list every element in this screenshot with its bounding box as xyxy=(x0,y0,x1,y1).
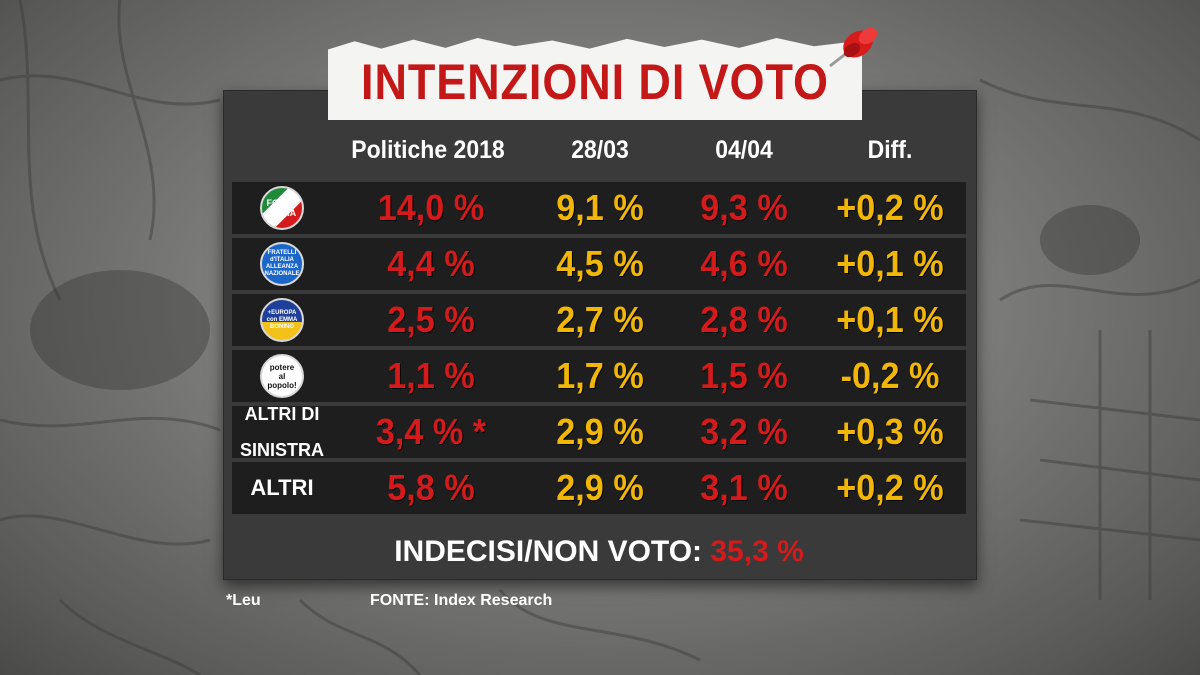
table-cell-value: 4,5 % xyxy=(556,243,644,284)
logo-text: ITALIA xyxy=(267,208,297,218)
party-label-line: ALTRI xyxy=(250,475,314,500)
table-cell-value: 1,5 % xyxy=(700,355,788,396)
table-cell-value: -0,2 % xyxy=(840,355,940,396)
table-cell-value: 2,9 % xyxy=(556,467,644,508)
push-pin-icon xyxy=(829,27,878,68)
table-row xyxy=(232,406,966,458)
table-row xyxy=(232,350,966,402)
undecided-summary: INDECISI/NON VOTO: 35,3 % xyxy=(232,530,966,574)
table-cell-value: +0,3 % xyxy=(836,411,944,452)
logo-text: BONINO xyxy=(270,323,294,330)
table-cell-value: +0,1 % xyxy=(836,243,944,284)
party-label: ALTRI xyxy=(234,462,330,514)
table-cell-value: 2,5 % xyxy=(387,299,475,340)
page-title: INTENZIONI DI VOTO xyxy=(361,54,829,110)
table-row xyxy=(232,294,966,346)
fratelli-ditalia-logo: FRATELLI d'ITALIA ALLEANZA NAZIONALE xyxy=(260,242,304,286)
logo-text: +EUROPA xyxy=(267,309,297,316)
potere-al-popolo-logo: potere al popolo! xyxy=(260,354,304,398)
table-cell-value: 9,1 % xyxy=(556,187,644,228)
logo-text: con EMMA xyxy=(266,316,298,323)
table-cell-value: 4,4 % xyxy=(387,243,475,284)
table-cell-value: 3,2 % xyxy=(700,411,788,452)
table-cell-value: 3,4 % * xyxy=(375,411,487,452)
logo-text: popolo! xyxy=(267,380,297,390)
table-cell-value: 2,7 % xyxy=(556,299,644,340)
table-row xyxy=(232,182,966,234)
forza-italia-logo: FORZA ITALIA xyxy=(260,186,304,230)
logo-text: NAZIONALE xyxy=(264,271,300,277)
party-label-line: ALTRI DI xyxy=(244,404,320,424)
table-cell-value: 2,9 % xyxy=(556,411,644,452)
table-row xyxy=(232,238,966,290)
logo-text: potere xyxy=(269,362,295,372)
party-label: ALTRI DI SINISTRA xyxy=(234,404,330,460)
logo-text: FRATELLI xyxy=(267,250,297,256)
piu-europa-logo: +EUROPA con EMMA BONINO xyxy=(260,298,304,342)
table-cell-value: +0,2 % xyxy=(836,187,944,228)
table-cell-value: +0,1 % xyxy=(836,299,944,340)
logo-text: FORZA xyxy=(266,198,298,208)
table-cell-value: 9,3 % xyxy=(700,187,788,228)
party-label-line: SINISTRA xyxy=(239,440,324,460)
logo-text: al xyxy=(278,371,286,381)
logo-text: ALLEANZA xyxy=(265,264,299,270)
table-cell-value: +0,2 % xyxy=(836,467,944,508)
table-cell-value: 14,0 % xyxy=(377,187,485,228)
column-header-diff: Diff. xyxy=(867,136,913,164)
table-cell-value: 3,1 % xyxy=(700,467,788,508)
table-cell-value: 4,6 % xyxy=(700,243,788,284)
table-cell-value: 5,8 % xyxy=(387,467,475,508)
table-cell-value: 2,8 % xyxy=(700,299,788,340)
title-paper xyxy=(328,38,862,120)
undecided-label: INDECISI/NON VOTO: xyxy=(394,535,703,568)
table-cell-value: 1,7 % xyxy=(556,355,644,396)
column-header-politiche-2018: Politiche 2018 xyxy=(351,136,505,164)
column-header-28-03: 28/03 xyxy=(571,136,629,164)
table-cell-value: 1,1 % xyxy=(387,355,475,396)
table-row xyxy=(232,462,966,514)
footnote-leu: *Leu xyxy=(226,592,261,609)
logo-text: d'ITALIA xyxy=(270,257,294,263)
undecided-value: 35,3 % xyxy=(710,535,804,568)
column-header-04-04: 04/04 xyxy=(715,136,773,164)
source-note: FONTE: Index Research xyxy=(370,592,553,609)
